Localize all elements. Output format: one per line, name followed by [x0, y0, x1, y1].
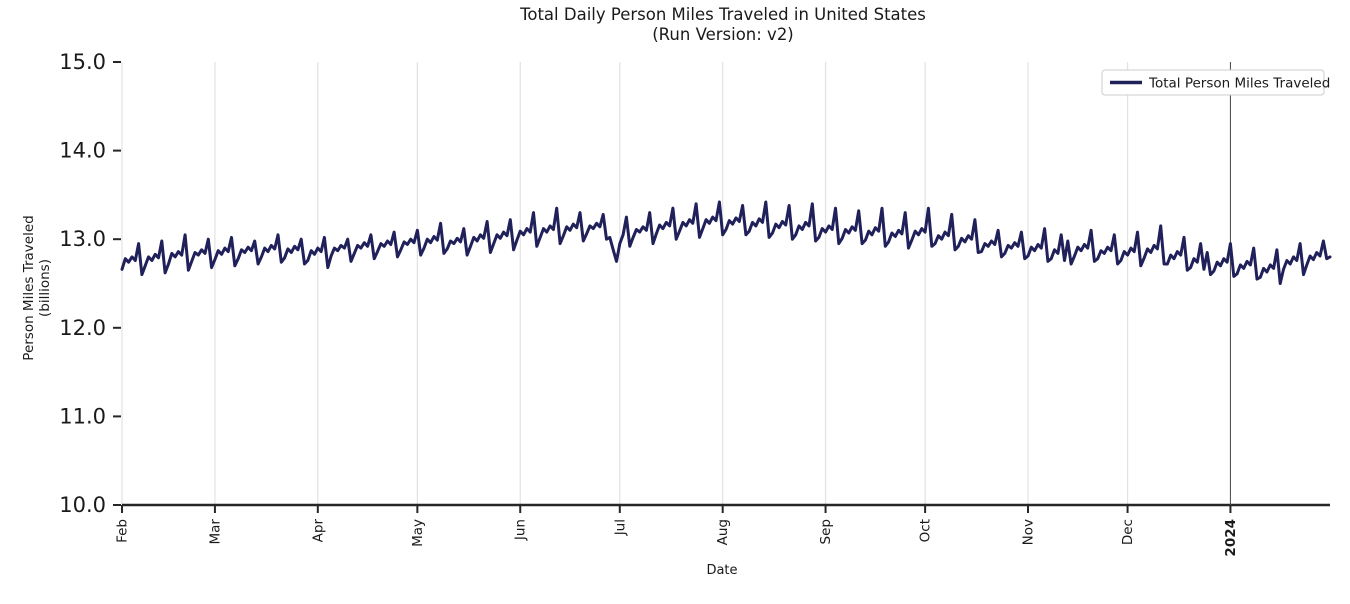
gridlines: [121, 62, 1232, 505]
x-tick-label-Jul: Jul: [612, 519, 628, 536]
x-tick-label-2024: 2024: [1223, 519, 1239, 557]
chart-title-line1: Total Daily Person Miles Traveled in Uni…: [519, 5, 926, 24]
x-tick-label-Sep: Sep: [818, 519, 834, 544]
y-axis-label-line2: (billions): [37, 259, 53, 317]
y-axis-label-line1: Person Miles Traveled: [21, 215, 37, 360]
y-tick-label-10.0: 10.0: [59, 493, 106, 517]
y-tick-label-13.0: 13.0: [59, 227, 106, 251]
x-tick-label-Jun: Jun: [513, 519, 529, 541]
x-tick-label-Apr: Apr: [310, 519, 326, 543]
x-tick-label-May: May: [410, 519, 426, 547]
y-tick-label-12.0: 12.0: [59, 316, 106, 340]
legend: Total Person Miles Traveled: [1101, 69, 1330, 96]
y-tick-label-15.0: 15.0: [59, 50, 106, 74]
x-tick-label-Nov: Nov: [1021, 519, 1037, 545]
x-tick-label-Feb: Feb: [115, 519, 131, 543]
legend-label: Total Person Miles Traveled: [1148, 76, 1330, 92]
y-tick-label-14.0: 14.0: [59, 139, 106, 163]
x-axis-label: Date: [706, 563, 737, 578]
x-tick-label-Dec: Dec: [1120, 519, 1136, 545]
x-tick-label-Mar: Mar: [207, 519, 223, 545]
axes: Feb Mar Apr May Jun Jul Aug Sep Oct Nov Dec 2024 10.…: [59, 50, 1330, 557]
x-tick-label-Aug: Aug: [715, 519, 731, 545]
chart-title-line2: (Run Version: v2): [652, 25, 794, 44]
legend-box: [1101, 69, 1325, 96]
x-tick-label-Oct: Oct: [918, 519, 934, 542]
series-line-total-person-miles: [120, 200, 1332, 285]
y-tick-label-11.0: 11.0: [59, 404, 106, 428]
